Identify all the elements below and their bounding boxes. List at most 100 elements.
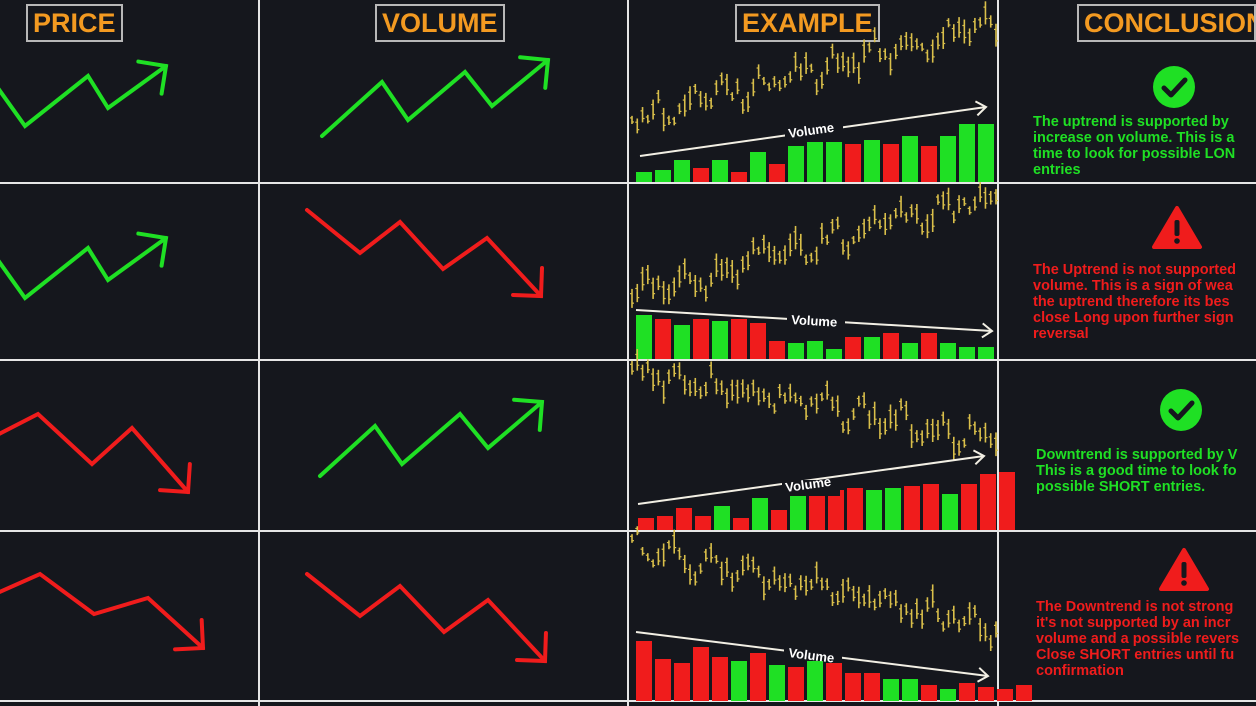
volume-bar — [636, 315, 652, 359]
volume-bar — [731, 172, 747, 182]
volume-up-arrow-row-1 — [320, 55, 551, 138]
volume-label: Volume — [784, 474, 832, 495]
volume-bar — [769, 341, 785, 359]
volume-bar — [657, 516, 673, 530]
volume-trend-arrowhead — [981, 322, 994, 339]
volume-bar — [997, 689, 1013, 701]
volume-bar — [750, 653, 766, 701]
volume-bar — [845, 673, 861, 701]
volume-bar — [921, 685, 937, 701]
volume-bar — [674, 325, 690, 359]
trend-line — [318, 400, 544, 478]
warning-mark — [1174, 220, 1180, 236]
arrow-head — [173, 618, 206, 652]
volume-bar — [978, 347, 994, 359]
example-price-bars-row-1 — [630, 1, 998, 134]
volume-bar — [883, 679, 899, 701]
example-volume-bars-row-2 — [636, 315, 994, 359]
example-volume-bars-row-3 — [638, 472, 1015, 530]
header-volume: VOLUME — [375, 4, 505, 42]
conclusion-text-row-4: The Downtrend is not strong it's not sup… — [1036, 599, 1240, 679]
volume-down-arrow-row-2 — [305, 208, 544, 299]
volume-bar — [883, 333, 899, 359]
check-circle-icon — [1153, 66, 1195, 108]
volume-bar — [638, 518, 654, 530]
volume-bar — [959, 124, 975, 182]
arrow-head — [518, 55, 551, 90]
volume-bar — [980, 474, 996, 530]
volume-bar — [807, 142, 823, 182]
trend-line — [305, 572, 547, 663]
volume-bar — [788, 343, 804, 359]
volume-bar — [695, 516, 711, 530]
trend-line — [305, 208, 543, 298]
volume-bar — [885, 488, 901, 530]
volume-bar — [714, 506, 730, 530]
volume-bar — [826, 349, 842, 359]
header-price: PRICE — [26, 4, 123, 42]
price-down-arrow-row-3 — [0, 411, 192, 495]
arrow-head — [158, 462, 192, 495]
volume-bar — [788, 146, 804, 182]
volume-bar — [942, 494, 958, 530]
volume-bar — [959, 683, 975, 701]
conclusion-text-row-1: The uptrend is supported by increase on … — [1033, 114, 1236, 178]
volume-bar — [902, 343, 918, 359]
volume-bar — [921, 333, 937, 359]
volume-bar — [1016, 685, 1032, 701]
volume-bar — [845, 337, 861, 359]
volume-bar — [769, 665, 785, 701]
volume-bar — [733, 518, 749, 530]
volume-label: Volume — [791, 312, 838, 330]
volume-bar — [883, 144, 899, 182]
volume-bar — [771, 510, 787, 530]
volume-bar — [902, 679, 918, 701]
example-volume-trend-arrow-row-2: Volume — [635, 309, 994, 339]
volume-label: Volume — [787, 120, 835, 141]
conclusion-text-row-3: Downtrend is supported by V This is a go… — [1036, 447, 1238, 495]
example-volume-bars-row-1 — [636, 124, 994, 182]
volume-bar — [712, 657, 728, 701]
volume-bar — [769, 164, 785, 182]
volume-bar — [864, 140, 880, 182]
volume-bar — [655, 319, 671, 359]
volume-bar — [921, 146, 937, 182]
example-price-bars-row-4 — [630, 526, 998, 652]
volume-bar — [655, 659, 671, 701]
example-volume-bars-row-4 — [636, 641, 1032, 701]
volume-label: Volume — [788, 645, 836, 666]
volume-bar — [904, 486, 920, 530]
volume-bar — [902, 136, 918, 182]
volume-bar — [999, 472, 1015, 530]
arrow-head — [136, 59, 169, 96]
trend-line — [0, 64, 168, 129]
volume-bar — [864, 673, 880, 701]
example-volume-trend-arrow-row-4: Volume — [635, 631, 990, 683]
arrow-head — [512, 397, 545, 432]
volume-bar — [864, 337, 880, 359]
volume-bar — [826, 140, 842, 182]
volume-label-bg — [785, 126, 843, 142]
warning-dot — [1174, 238, 1180, 244]
volume-bar — [923, 484, 939, 530]
trend-line — [0, 411, 190, 494]
volume-bar — [712, 321, 728, 359]
volume-bar — [752, 498, 768, 530]
volume-trend-arrowhead — [972, 449, 986, 466]
check-circle — [1160, 389, 1202, 431]
arrow-head — [515, 631, 548, 664]
volume-bar — [940, 136, 956, 182]
volume-bar — [807, 659, 823, 701]
volume-bar — [750, 152, 766, 182]
volume-bar — [750, 323, 766, 359]
volume-bar — [674, 160, 690, 182]
volume-bar — [847, 488, 863, 530]
volume-bar — [731, 661, 747, 701]
trend-line — [0, 236, 168, 301]
volume-bar — [636, 172, 652, 182]
check-circle — [1153, 66, 1195, 108]
volume-label-bg — [782, 480, 840, 496]
trend-line — [0, 571, 205, 650]
volume-bar — [790, 494, 806, 530]
